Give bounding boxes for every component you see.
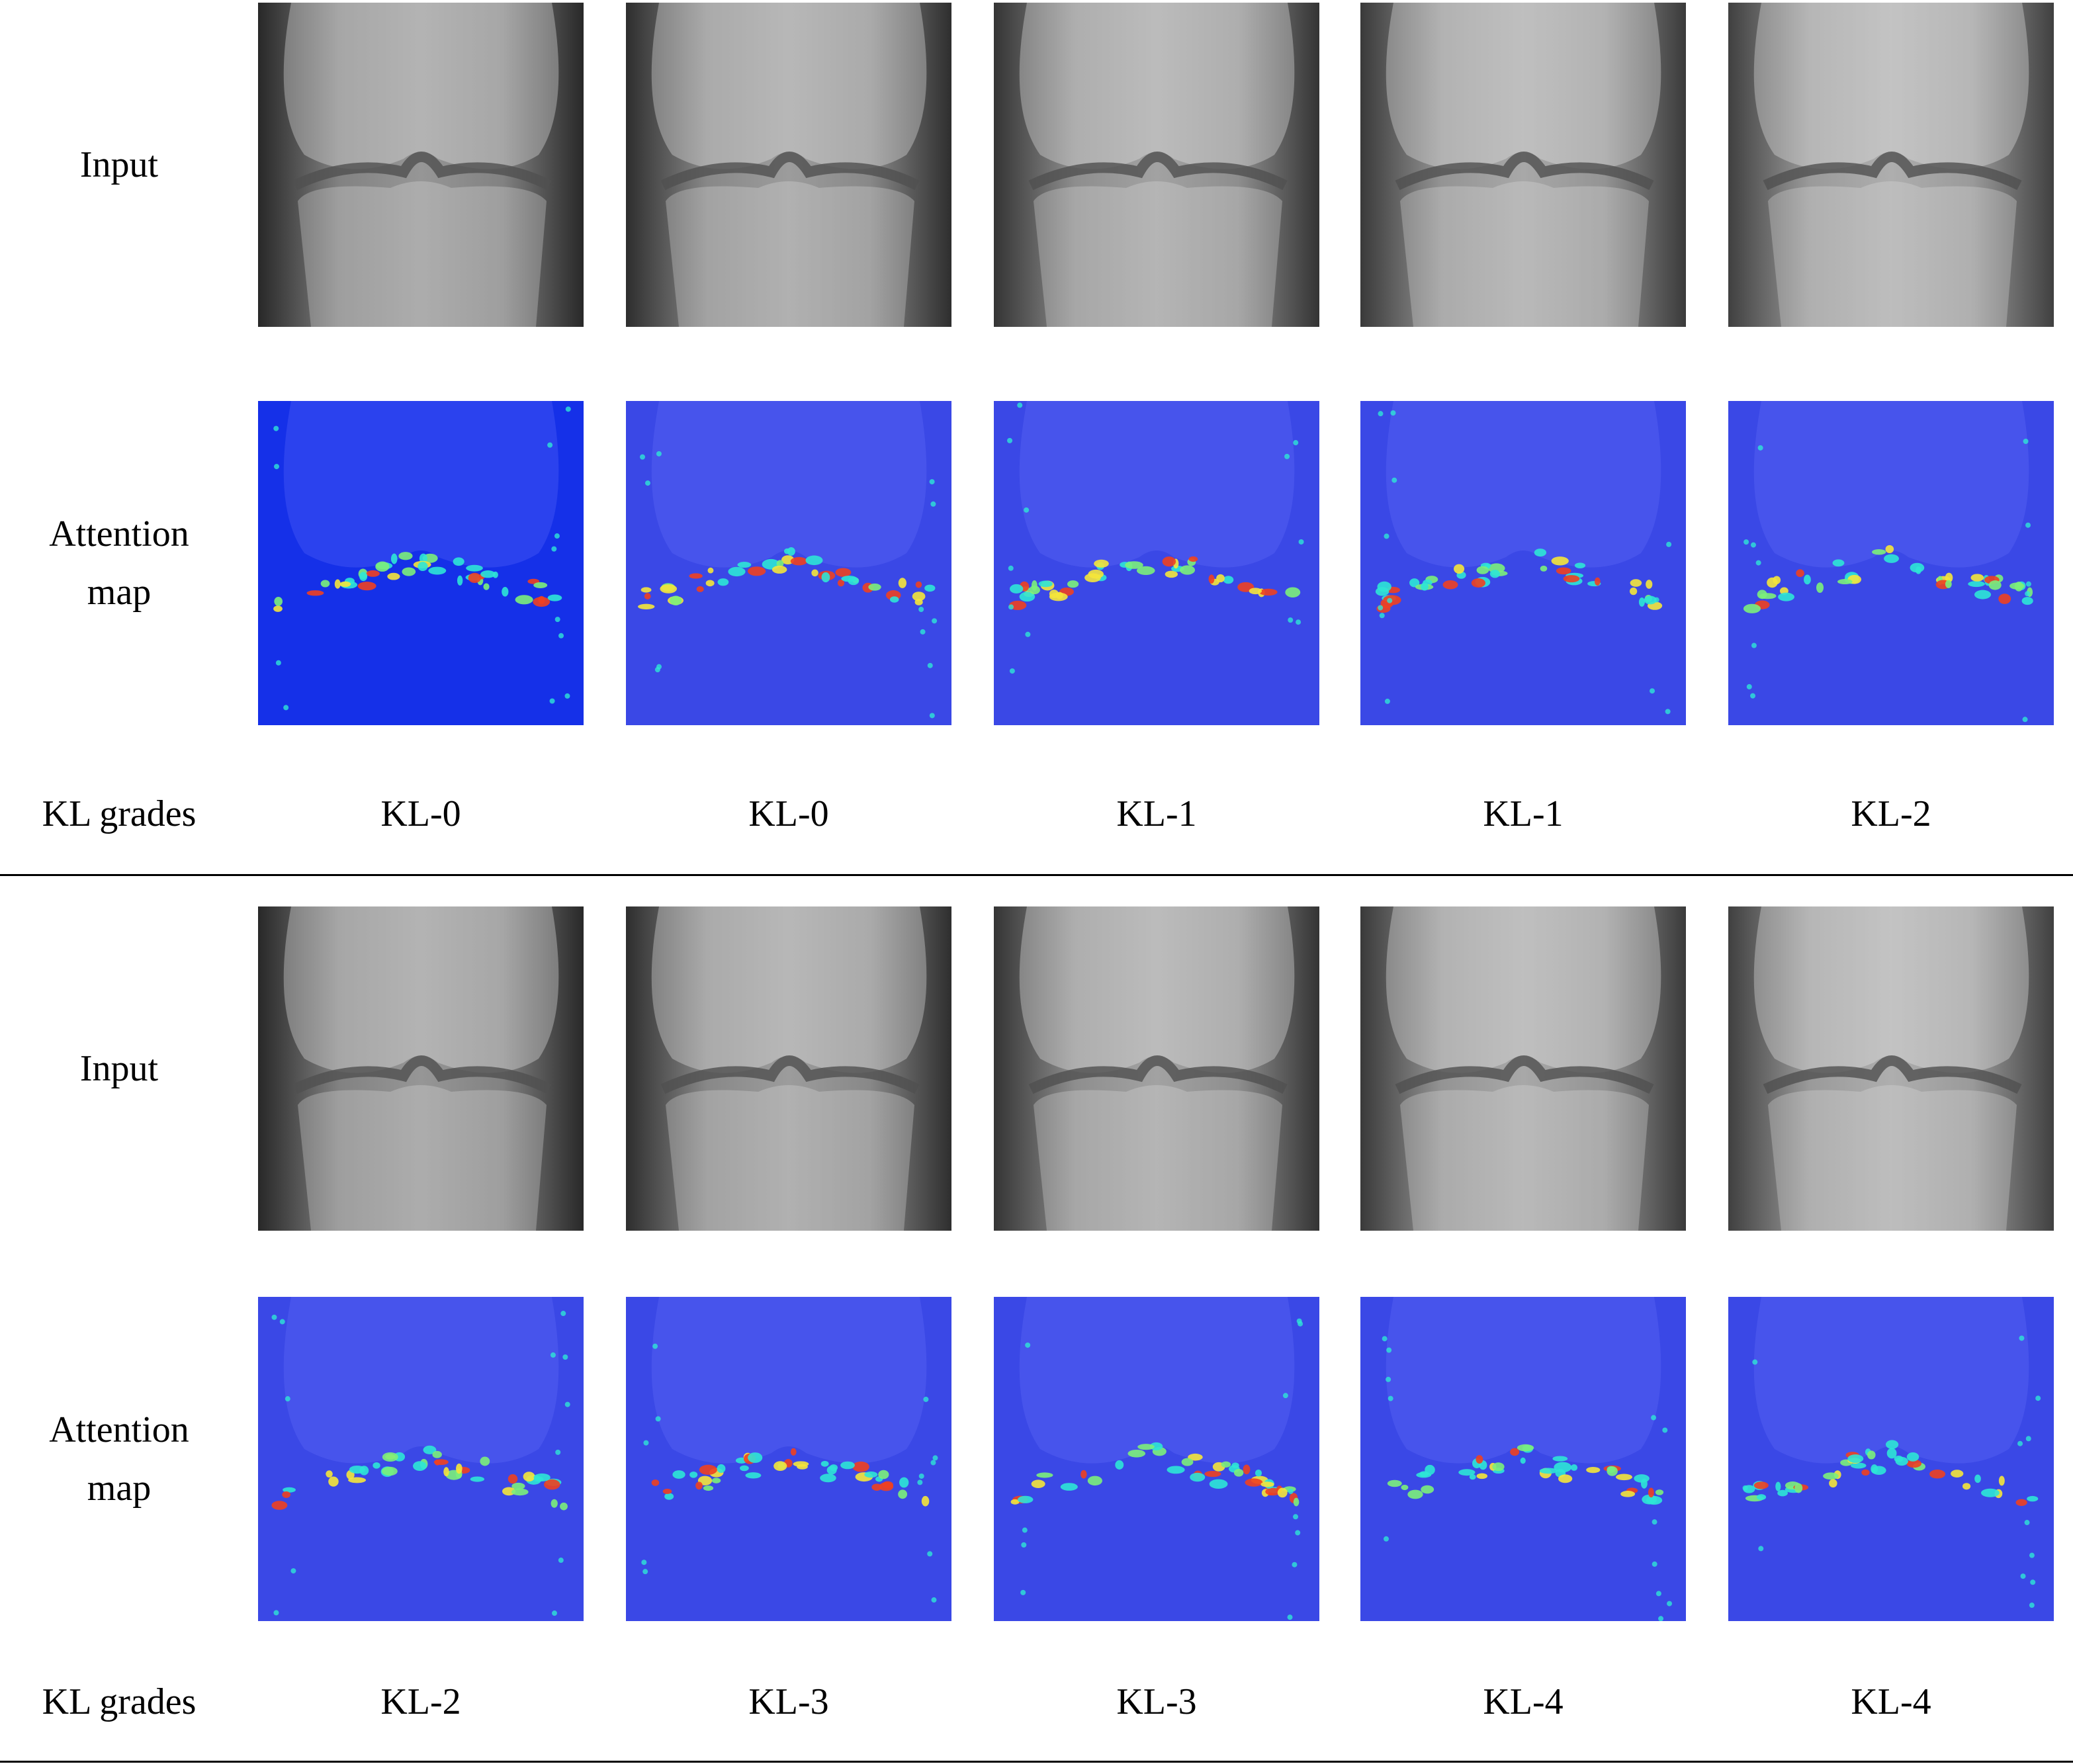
row-label: KL grades — [42, 1681, 197, 1722]
grade-label: KL-4 — [1483, 1681, 1564, 1722]
divider — [0, 874, 2073, 876]
grade-label: KL-2 — [380, 1681, 461, 1722]
attention-map — [994, 401, 1319, 725]
attention-map — [1360, 1297, 1686, 1621]
divider — [0, 1761, 2073, 1763]
row-label: Input — [79, 144, 159, 185]
xray-image — [258, 3, 584, 327]
xray-image — [1728, 3, 2054, 327]
grade-label: KL-0 — [380, 793, 461, 834]
xray-image — [1728, 906, 2054, 1231]
attention-map — [258, 401, 584, 725]
attention-map — [994, 1297, 1319, 1621]
xray-image — [626, 3, 951, 327]
xray-image — [994, 3, 1319, 327]
xray-image — [994, 906, 1319, 1231]
xray-image — [1360, 3, 1686, 327]
attention-map — [1360, 401, 1686, 725]
grade-label: KL-0 — [748, 793, 829, 834]
xray-image — [1360, 906, 1686, 1231]
attention-map — [1728, 401, 2054, 725]
row-label: Input — [79, 1048, 159, 1089]
grade-label: KL-3 — [748, 1681, 829, 1722]
attention-map — [258, 1297, 584, 1621]
xray-image — [258, 906, 584, 1231]
grade-label: KL-1 — [1116, 793, 1197, 834]
row-label: Attention map — [49, 513, 189, 613]
grade-label: KL-2 — [1851, 793, 1931, 834]
row-label: Attention map — [49, 1409, 189, 1509]
xray-image — [626, 906, 951, 1231]
row-label: KL grades — [42, 793, 197, 834]
attention-map — [1728, 1297, 2054, 1621]
attention-map — [626, 401, 951, 725]
grade-label: KL-1 — [1483, 793, 1564, 834]
attention-map — [626, 1297, 951, 1621]
grade-label: KL-4 — [1851, 1681, 1931, 1722]
grade-label: KL-3 — [1116, 1681, 1197, 1722]
